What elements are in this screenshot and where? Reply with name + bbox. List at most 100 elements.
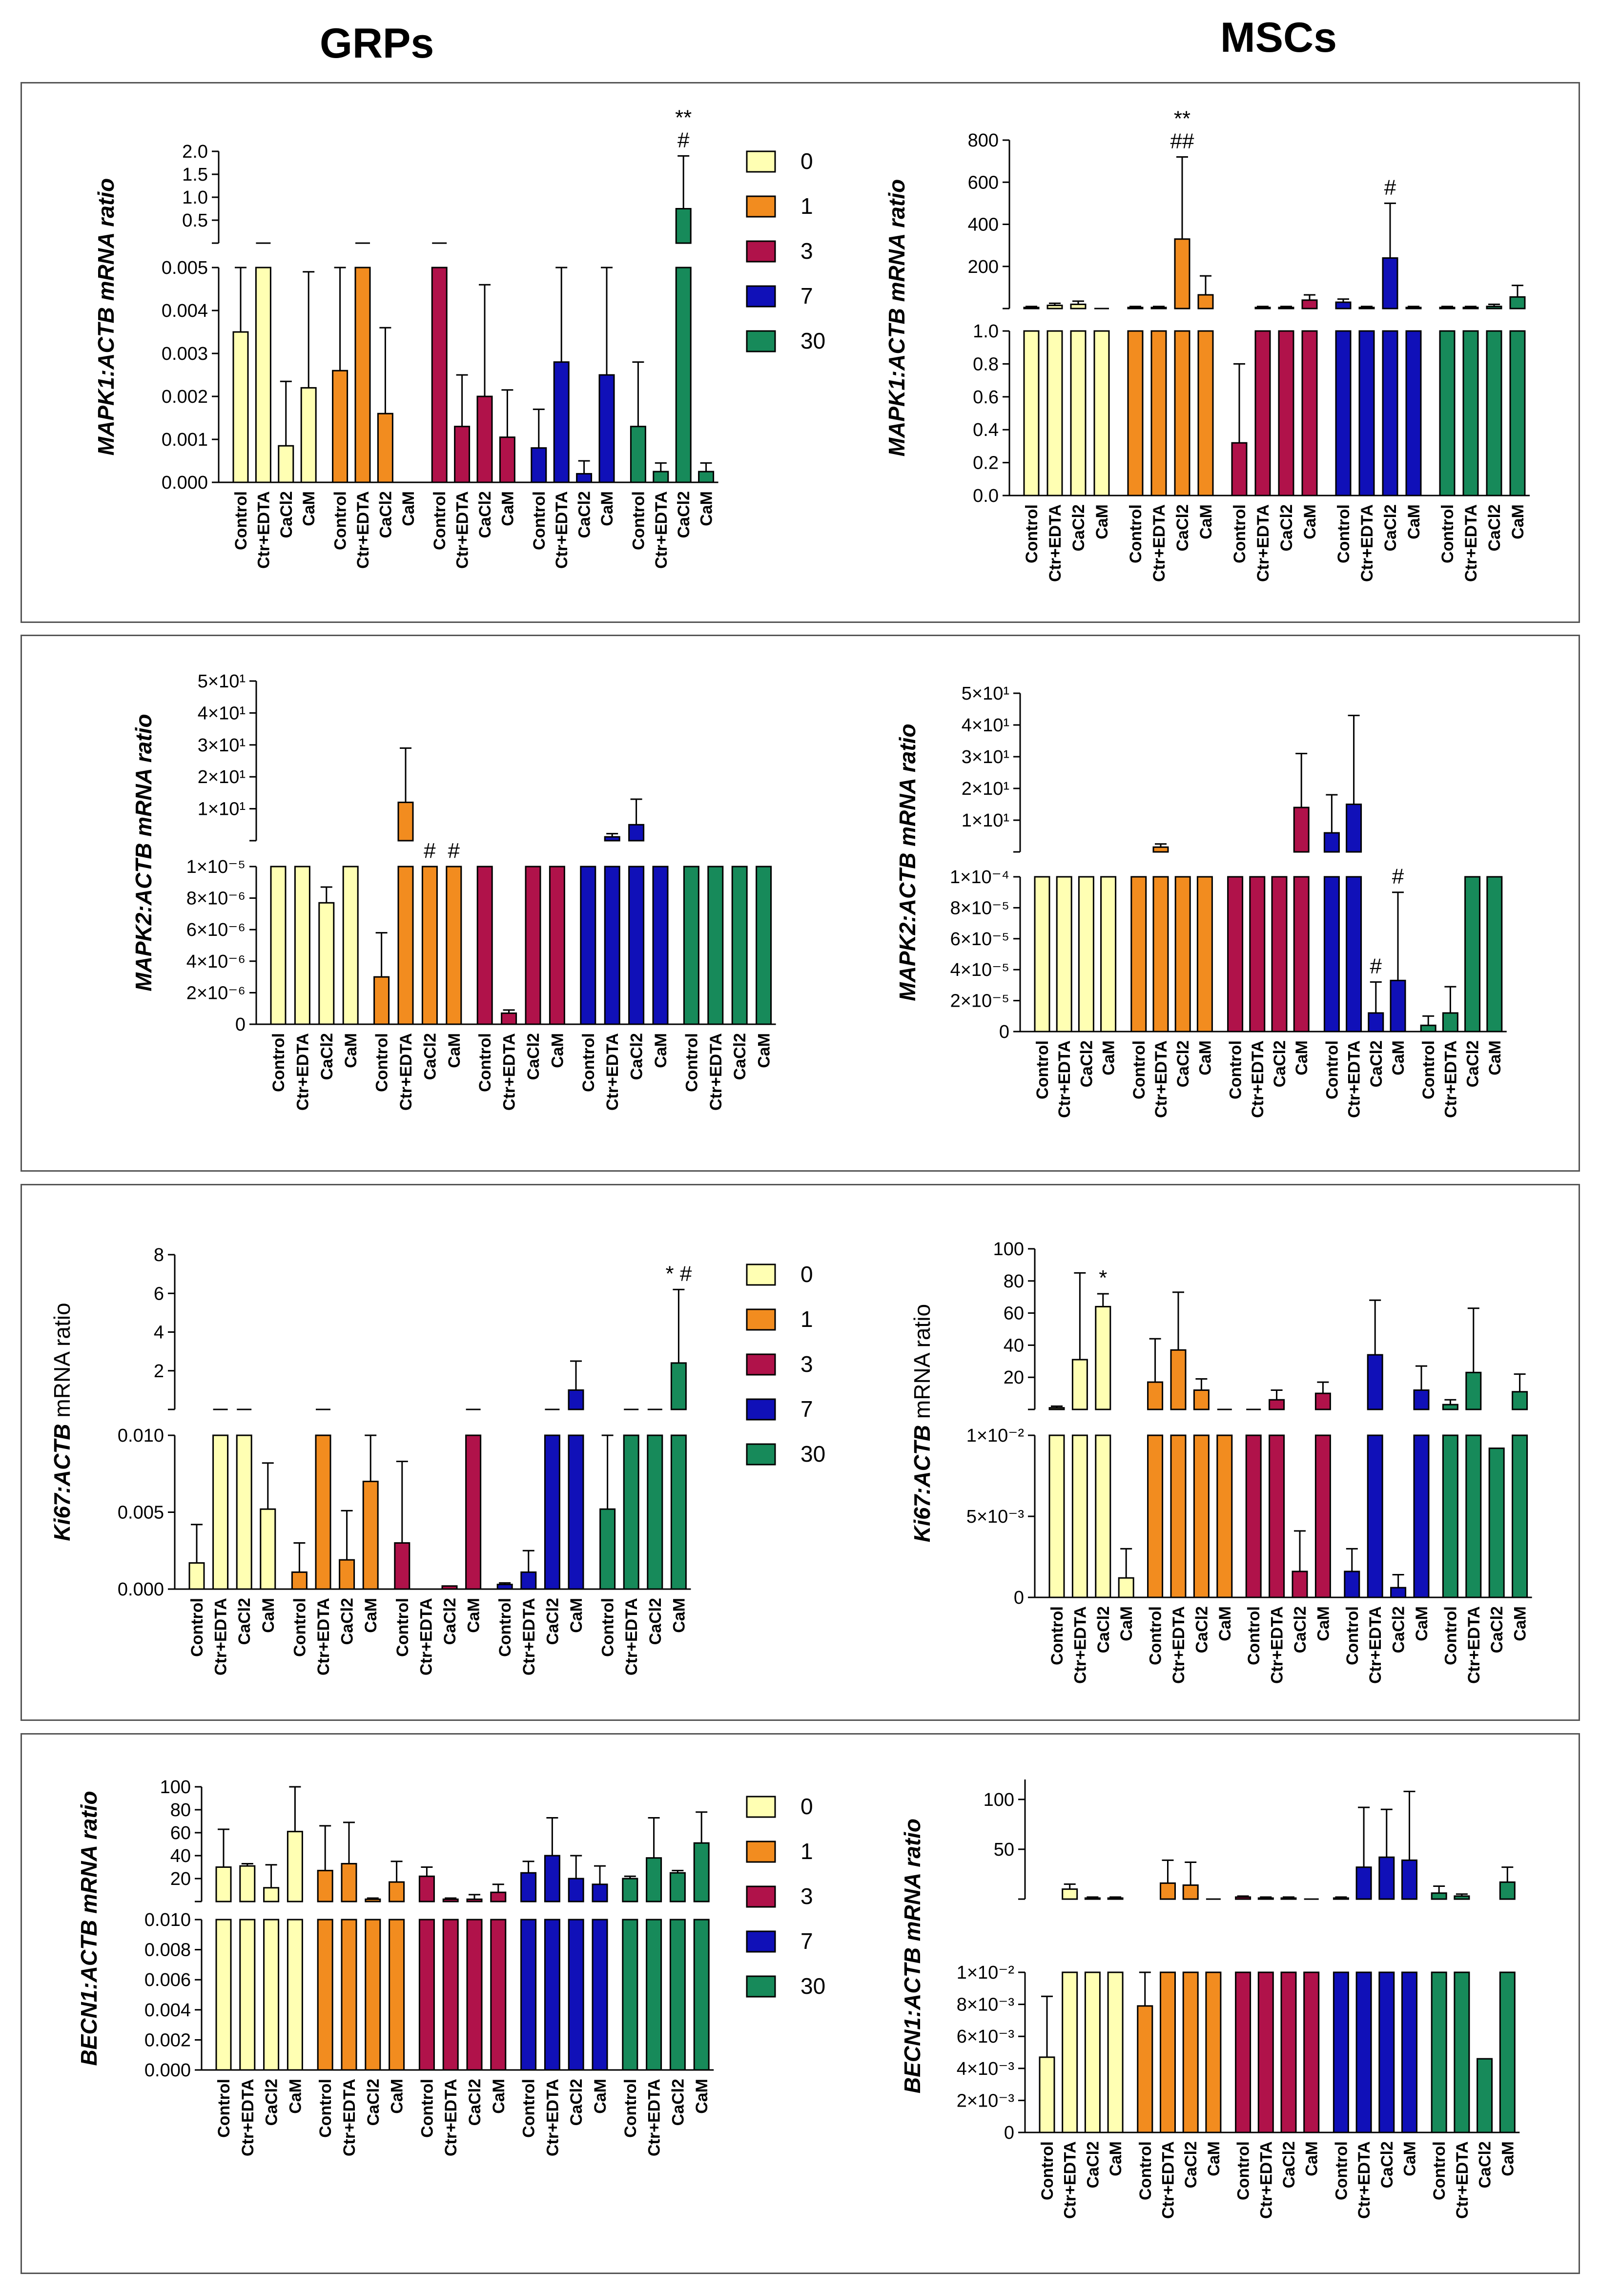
y-tick-label-lower: 0.0: [973, 486, 999, 506]
y-tick-label-lower: 1×10⁻⁵: [186, 857, 246, 877]
x-tick-label: CaM: [697, 491, 716, 526]
bar-upper: [1095, 1305, 1111, 1410]
bar: [373, 976, 390, 1025]
bar-lower: [212, 1434, 229, 1590]
bar-lower: [1070, 330, 1087, 496]
x-tick-label: Control: [1334, 504, 1353, 563]
bar: [1174, 876, 1191, 1033]
y-tick-label-upper: 20: [1004, 1367, 1024, 1388]
y-tick-label-upper: 1×10¹: [198, 799, 246, 820]
bar-upper: [628, 824, 645, 842]
bar-lower: [1413, 1434, 1430, 1598]
legend-swatch: [746, 1398, 776, 1421]
bar-upper: [1160, 1882, 1176, 1900]
bar-upper: [1127, 307, 1144, 310]
x-tick-label: CaCl2: [524, 1033, 543, 1080]
x-tick-label: Ctr+EDTA: [254, 491, 273, 569]
bar: [300, 387, 317, 483]
bar-upper: [239, 1865, 256, 1903]
x-tick-label: CaCl2: [235, 1598, 254, 1645]
y-tick-label-upper: 800: [968, 130, 999, 151]
bar-upper: [1465, 1371, 1482, 1410]
bar-lower: [1278, 330, 1294, 496]
bar-upper: [520, 1872, 537, 1903]
x-tick-label: CaCl2: [466, 2079, 484, 2126]
bar-lower: [466, 1919, 483, 2071]
y-tick-label-lower: 0.008: [144, 1940, 191, 1961]
bar: [520, 1571, 537, 1590]
legend-swatch: [746, 1885, 776, 1908]
bar: [499, 436, 515, 483]
bar-upper: [1486, 306, 1502, 310]
x-tick-label: CaM: [1401, 2141, 1419, 2176]
bar: [630, 426, 646, 483]
x-tick-label: Ctr+EDTA: [622, 1598, 641, 1675]
bar: [1130, 876, 1147, 1033]
x-tick-label: Control: [476, 1033, 494, 1092]
bar-upper: [1314, 1392, 1331, 1410]
x-tick-label: CaM: [1405, 504, 1423, 539]
bar-lower: [365, 1919, 381, 2071]
x-tick-label: Control: [1023, 504, 1041, 563]
x-tick-label: CaCl2: [476, 491, 494, 538]
bar-upper: [466, 1898, 483, 1903]
bar-upper: [1293, 807, 1310, 853]
x-tick-label: Control: [1038, 2141, 1057, 2200]
y-axis-label: MAPK1:ACTB mRNA ratio: [884, 179, 909, 456]
x-tick-label: CaCl2: [628, 1033, 646, 1080]
bar-lower: [669, 1919, 686, 2071]
x-tick-label: Ctr+EDTA: [603, 1033, 622, 1111]
bar-upper: [389, 1881, 405, 1903]
significance-mark: #: [677, 128, 690, 152]
bar-lower: [255, 267, 271, 483]
bar-upper: [1358, 307, 1375, 310]
x-tick-label: CaCl2: [263, 2079, 281, 2126]
bar: [441, 1585, 458, 1590]
y-tick-label-lower: 0.2: [973, 453, 999, 474]
x-tick-label: CaM: [490, 2079, 508, 2114]
x-tick-label: Control: [418, 2079, 436, 2138]
y-tick-label-lower: 8×10⁻⁶: [186, 889, 246, 909]
bar: [1249, 876, 1266, 1033]
bar-lower: [1378, 1971, 1395, 2133]
bar: [501, 1012, 517, 1025]
bar-upper: [418, 1875, 435, 1903]
x-tick-label: CaCl2: [1271, 1040, 1289, 1087]
x-tick-label: Control: [269, 1033, 288, 1092]
y-tick-label-lower: 0: [235, 1014, 246, 1035]
y-tick-label-lower: 0.010: [118, 1426, 164, 1446]
legend-label: 7: [800, 1396, 813, 1422]
bar-upper: [1147, 1381, 1164, 1410]
y-tick-label-upper: 80: [1004, 1271, 1024, 1292]
bar-upper: [317, 1870, 333, 1903]
x-tick-label: Ctr+EDTA: [1366, 1606, 1385, 1684]
x-tick-label: Ctr+EDTA: [1046, 504, 1065, 582]
bar: [332, 370, 349, 483]
legend-label: 1: [800, 1306, 813, 1332]
bar: [342, 866, 359, 1025]
bar: [1034, 876, 1050, 1033]
bar-lower: [647, 1434, 663, 1590]
y-tick-label-lower: 0: [1014, 1588, 1024, 1608]
y-tick-label-upper: 40: [1004, 1335, 1024, 1356]
bar: [377, 413, 393, 483]
y-tick-label-upper: 4: [154, 1323, 164, 1343]
bar-lower: [1150, 330, 1167, 496]
bar-upper: [1413, 1389, 1430, 1410]
y-tick-label-lower: 1×10⁻²: [966, 1426, 1024, 1446]
significance-mark: #: [1392, 865, 1404, 889]
x-tick-label: CaCl2: [441, 1598, 459, 1645]
bar: [1231, 442, 1248, 496]
x-tick-label: Ctr+EDTA: [553, 491, 571, 569]
x-tick-label: CaCl2: [543, 1598, 562, 1645]
significance-mark: #: [1384, 175, 1396, 199]
bar: [1227, 876, 1244, 1033]
bar-lower: [604, 866, 620, 1025]
y-tick-label-upper: 8: [154, 1245, 164, 1265]
y-axis-label: BECN1:ACTB mRNA ratio: [76, 1791, 102, 2066]
legend-label: 3: [800, 238, 813, 264]
x-tick-label: Control: [373, 1033, 391, 1092]
y-tick-label-upper: 5×10¹: [198, 671, 246, 692]
bar-lower: [693, 1919, 710, 2071]
bar-upper: [670, 1362, 687, 1410]
